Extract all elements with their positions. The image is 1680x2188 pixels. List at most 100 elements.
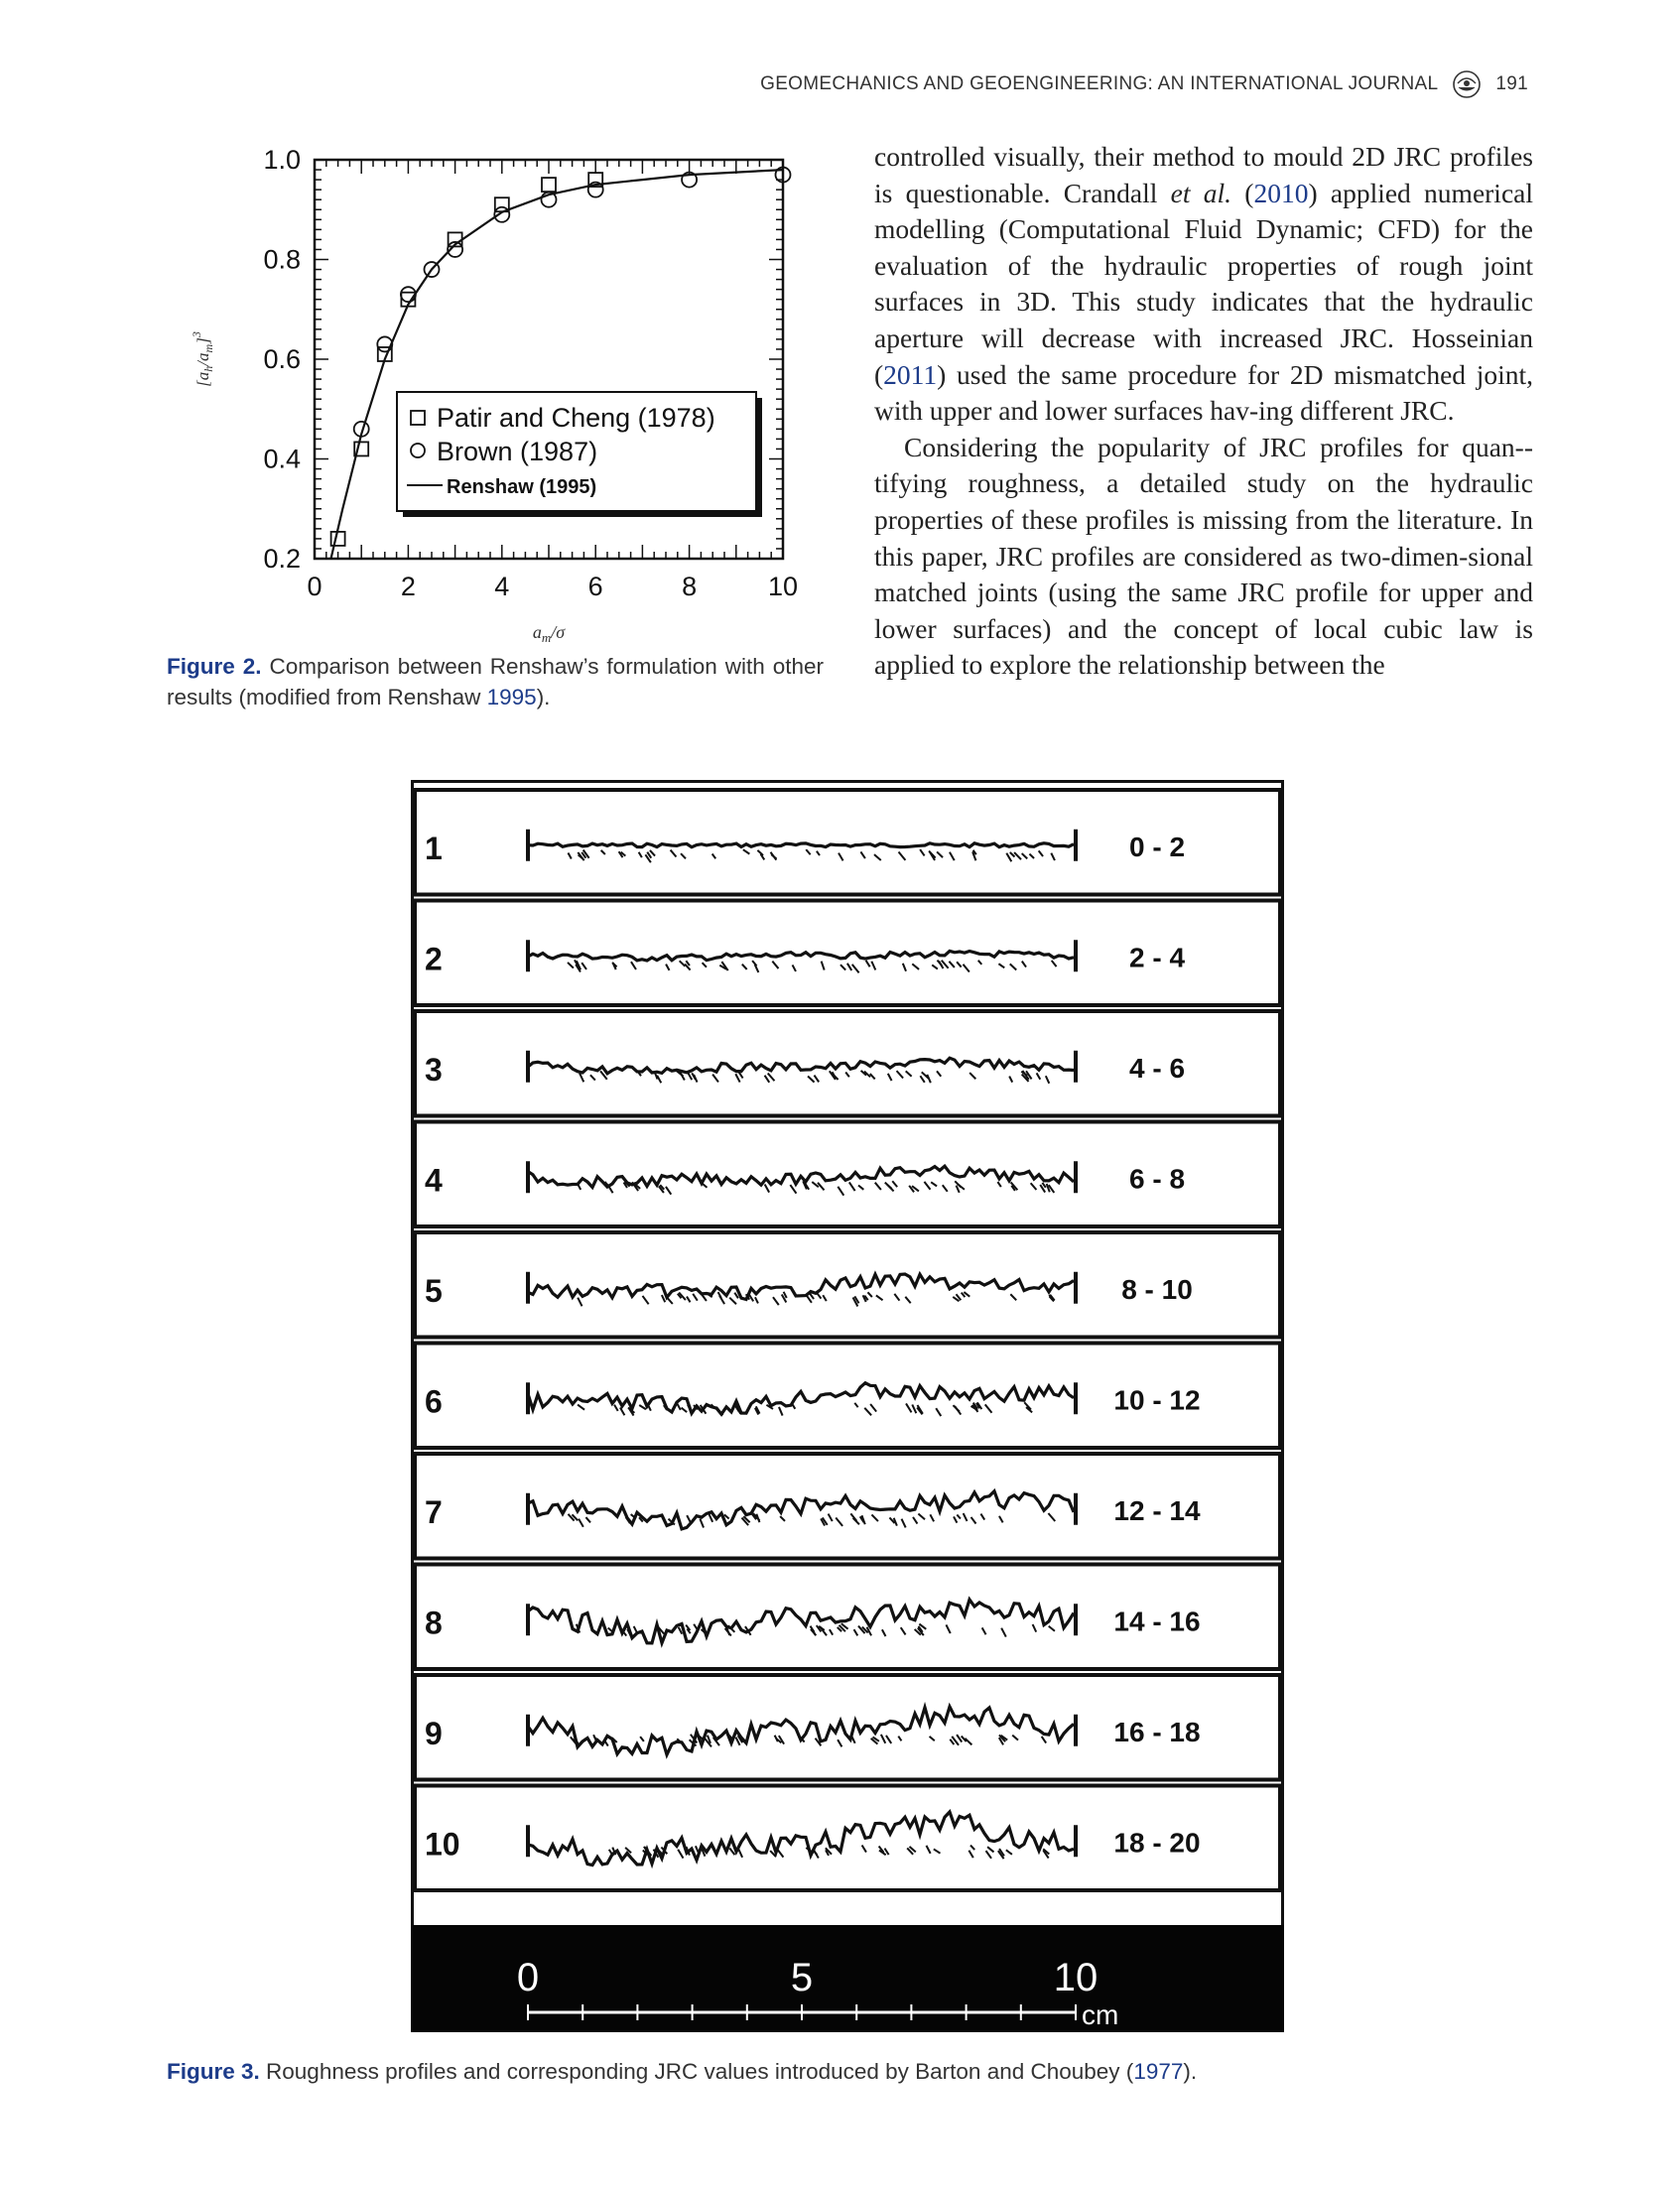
profile-hatch: [677, 1293, 683, 1299]
profile-hatch: [686, 1627, 692, 1634]
profile-hatch: [782, 1291, 788, 1299]
profile-hatch: [954, 1405, 963, 1416]
profile-hatch: [901, 963, 907, 972]
profile-hatch: [1009, 851, 1016, 858]
profile-hatch: [619, 850, 626, 857]
profile-hatch: [780, 1293, 788, 1304]
x-tick-label: 0: [307, 572, 322, 601]
profile-hatch: [754, 1296, 759, 1304]
profile-hatch: [700, 1628, 709, 1636]
profile-hatch: [1009, 1181, 1019, 1191]
profile-hatch: [665, 1186, 673, 1196]
figure-2-ref-link[interactable]: 1995: [486, 685, 537, 709]
brown-point: [447, 241, 464, 258]
profile-hatch: [911, 1404, 918, 1414]
profile-hatch: [1042, 1848, 1050, 1856]
p1-text-b: (: [1231, 177, 1254, 208]
profile-hatch: [955, 1185, 961, 1194]
profile-row-frame: [413, 1119, 1282, 1228]
profile-hatch: [1021, 961, 1027, 968]
brown-point: [681, 171, 698, 189]
profile-hatch: [1009, 1293, 1017, 1302]
profile-hatch: [1042, 1850, 1050, 1860]
profile-hatch: [837, 1186, 845, 1197]
legend-label-renshaw: Renshaw (1995): [447, 476, 596, 498]
profile-hatch: [677, 1849, 685, 1860]
profile-hatch: [617, 850, 624, 858]
profile-hatch: [984, 1850, 992, 1860]
profile-hatch: [936, 1070, 943, 1078]
profile-hatch: [881, 1628, 887, 1637]
profile-hatch: [821, 1516, 829, 1526]
profile-hatch: [930, 1181, 938, 1188]
profile-hatch: [1048, 1624, 1056, 1632]
profile-hatch: [686, 1514, 693, 1525]
scale-label: 10: [1054, 1956, 1098, 1999]
profile-hatch: [678, 960, 687, 967]
patir-cheng-point: [329, 530, 346, 547]
figure-3-caption-text: Roughness profiles and corresponding JRC…: [259, 2059, 1134, 2084]
profile-hatch: [769, 1850, 777, 1858]
profile-hatch: [860, 1845, 867, 1854]
profile-number: 6: [425, 1383, 443, 1419]
profile-hatch: [879, 1734, 887, 1744]
ref-link-2011[interactable]: 2011: [883, 358, 938, 390]
profile-hatch: [763, 1183, 770, 1194]
profile-hatch: [778, 1735, 785, 1745]
profile-hatch: [581, 962, 587, 970]
profile-row: 4 6 - 8: [413, 1119, 1282, 1228]
legend-label-patir-cheng: Patir and Cheng (1978): [437, 403, 715, 433]
figure-2-caption: Figure 2. Comparison between Renshaw’s f…: [167, 651, 824, 712]
profile-hatch: [679, 1071, 686, 1081]
profile-hatch: [1000, 1627, 1007, 1638]
profile-hatch: [693, 1404, 699, 1411]
legend-box: [396, 391, 757, 512]
patir-cheng-point: [447, 231, 463, 248]
profile-hatch: [1040, 1736, 1048, 1744]
profile-hatch: [740, 1516, 749, 1526]
ref-link-2010[interactable]: 2010: [1253, 177, 1309, 208]
profile-jrc-range: 16 - 18: [1113, 1717, 1200, 1747]
profile-hatch: [815, 1624, 823, 1633]
profile-hatch: [581, 851, 587, 859]
profile-hatch: [633, 1182, 641, 1190]
profile-hatch: [791, 964, 797, 972]
profile-roughness-line: [526, 1701, 1076, 1759]
profile-hatch: [684, 963, 692, 971]
profile-hatch: [575, 964, 582, 973]
profile-hatch: [956, 1734, 964, 1743]
profile-hatch: [900, 1518, 907, 1528]
profile-hatch: [838, 1624, 846, 1632]
profile-row-frame: [413, 898, 1282, 1007]
scale-unit: cm: [1082, 1999, 1118, 2030]
profile-hatch: [1041, 1182, 1047, 1189]
figure-2-chart: 0 2 4 6 8 10 0.2 0.4 0.6 0.8 1.0 am/σ [ah/am]3 Patir …: [179, 134, 834, 650]
profile-hatch: [724, 1625, 731, 1636]
profile-hatch: [706, 1735, 711, 1744]
profile-hatch: [755, 1513, 761, 1523]
legend-square-marker: [410, 410, 426, 426]
profile-hatch: [838, 852, 844, 861]
profile-hatch: [1045, 1183, 1051, 1193]
profile-hatch: [948, 961, 956, 968]
profile-hatch: [756, 849, 764, 856]
profile-row: 1 0 - 2: [413, 788, 1282, 897]
profile-hatch: [816, 850, 821, 856]
profile-hatch: [869, 1073, 876, 1081]
profile-hatch: [1011, 1734, 1019, 1741]
profile-hatch: [1025, 1406, 1033, 1414]
profile-hatch: [1023, 1401, 1032, 1411]
journal-title: GEOMECHANICS AND GEOENGINEERING: AN INTE…: [760, 73, 1439, 94]
y-tick-label: 0.2: [263, 544, 301, 574]
profile-hatch: [1050, 960, 1058, 967]
profile-hatch: [870, 961, 877, 970]
profile-hatch: [941, 960, 950, 969]
profile-row-frame: [413, 1673, 1282, 1782]
profile-hatch: [857, 1184, 864, 1191]
body-text-column: controlled visually, their method to mou…: [874, 139, 1533, 684]
figure-3-ref-link[interactable]: 1977: [1133, 2059, 1184, 2084]
profile-hatch: [574, 959, 580, 967]
profile-hatch: [711, 852, 717, 859]
profile-hatch: [997, 1737, 1004, 1745]
profile-hatch: [642, 1849, 648, 1857]
